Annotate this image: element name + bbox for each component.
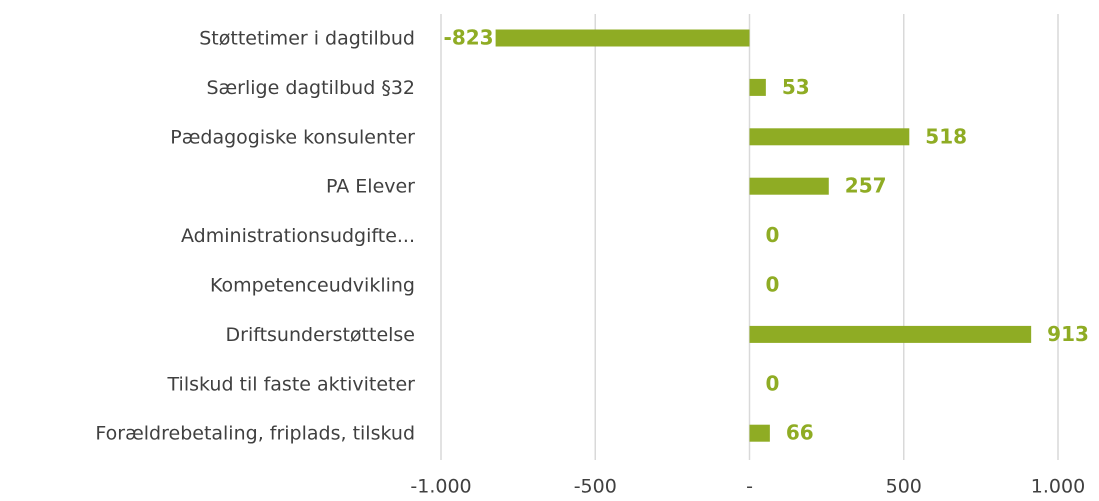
y-tick-label: Forældrebetaling, friplads, tilskud bbox=[95, 423, 415, 445]
x-tick-label: -1.000 bbox=[410, 476, 471, 498]
y-tick-label: PA Elever bbox=[326, 176, 415, 198]
y-tick-label: Særlige dagtilbud §32 bbox=[206, 77, 415, 99]
data-label: 257 bbox=[845, 174, 887, 198]
data-label: 53 bbox=[782, 75, 810, 99]
x-tick-label: -500 bbox=[574, 476, 617, 498]
data-label: 0 bbox=[766, 371, 780, 395]
bar bbox=[749, 424, 770, 442]
bar bbox=[495, 29, 750, 47]
data-label: -823 bbox=[444, 26, 494, 50]
bar bbox=[749, 128, 910, 146]
bar bbox=[749, 325, 1032, 343]
data-label: 66 bbox=[786, 421, 814, 445]
y-tick-label: Administrationsudgifte... bbox=[181, 225, 415, 247]
bar bbox=[749, 78, 766, 96]
y-tick-label: Tilskud til faste aktiviteter bbox=[167, 373, 416, 395]
data-label: 913 bbox=[1047, 322, 1089, 346]
data-label: 0 bbox=[766, 223, 780, 247]
y-tick-label: Støttetimer i dagtilbud bbox=[199, 28, 415, 50]
data-label: 0 bbox=[766, 273, 780, 297]
x-tick-label: 1.000 bbox=[1031, 476, 1085, 498]
y-tick-label: Pædagogiske konsulenter bbox=[170, 126, 415, 148]
x-tick-label: 500 bbox=[886, 476, 922, 498]
bar bbox=[749, 177, 829, 195]
y-tick-label: Driftsunderstøttelse bbox=[226, 324, 416, 346]
x-tick-label: - bbox=[746, 476, 753, 498]
y-tick-label: Kompetenceudvikling bbox=[210, 275, 415, 297]
data-label: 518 bbox=[925, 124, 967, 148]
